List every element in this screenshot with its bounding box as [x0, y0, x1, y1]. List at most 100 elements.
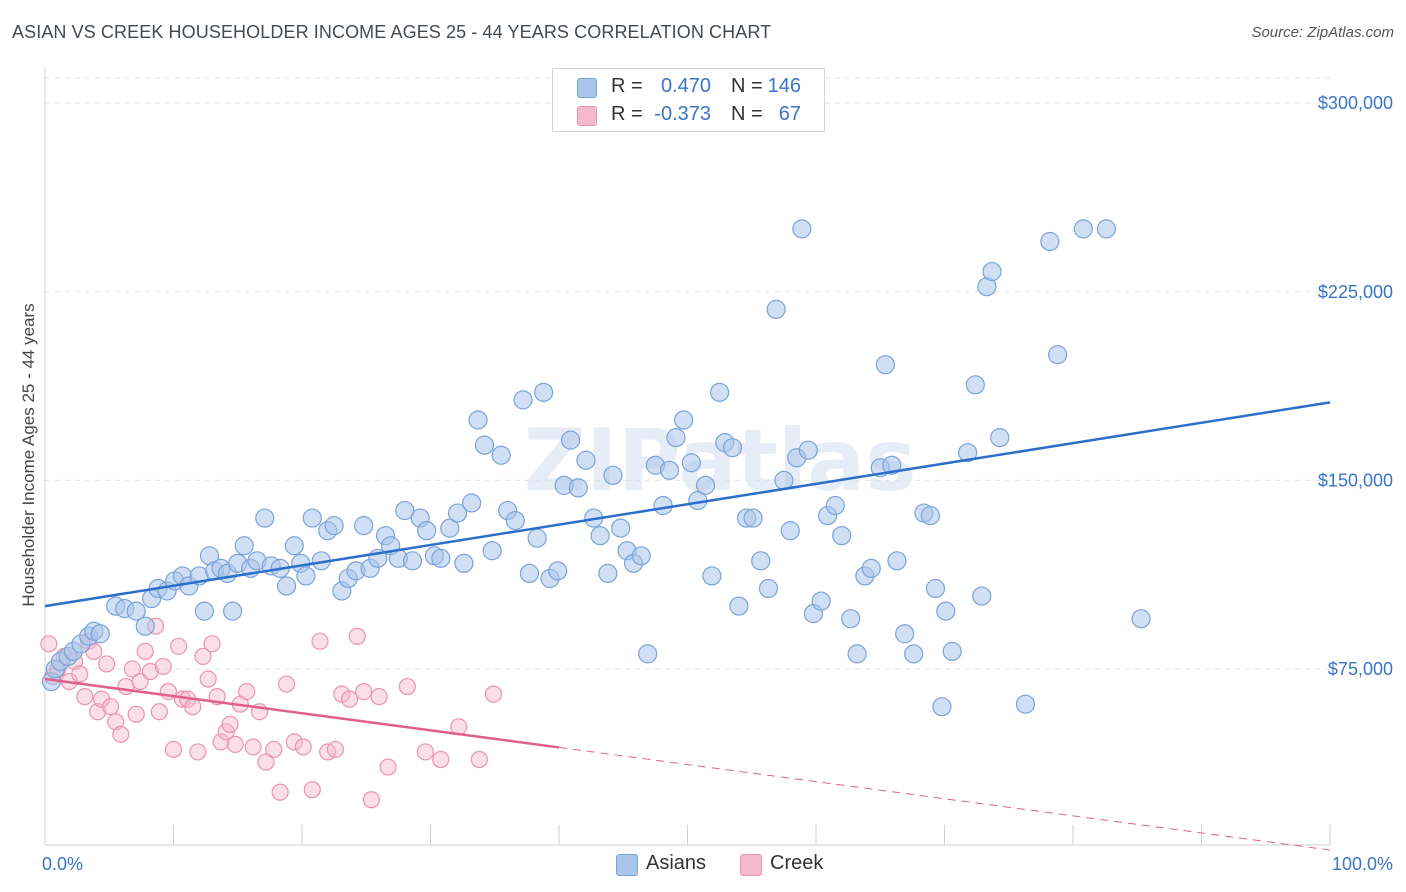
- asians-point: [527, 528, 547, 548]
- asians-legend-swatch: [616, 854, 638, 876]
- asians-point: [958, 443, 978, 463]
- asians-legend-label: Asians: [646, 852, 707, 874]
- creek-point: [398, 677, 416, 696]
- asians-point: [1096, 219, 1117, 239]
- creek-point: [141, 662, 159, 681]
- creek-point: [112, 725, 130, 743]
- creek-trend-line: [44, 677, 560, 749]
- asians-point: [284, 536, 304, 556]
- creek-point: [170, 637, 188, 655]
- creek-point: [212, 733, 230, 751]
- asians-point: [710, 382, 730, 402]
- asians-point: [729, 596, 749, 616]
- asians-point: [702, 566, 722, 586]
- n-label: N =: [731, 103, 763, 125]
- creek-point: [294, 738, 312, 756]
- asians-point: [722, 438, 743, 458]
- asians-point: [925, 578, 946, 599]
- asians-point: [431, 548, 451, 568]
- chart-title: ASIAN VS CREEK HOUSEHOLDER INCOME AGES 2…: [12, 22, 772, 42]
- creek-point: [326, 740, 345, 759]
- creek-point: [311, 632, 329, 650]
- asians-point: [982, 262, 1002, 282]
- trend-lines: [44, 401, 1331, 851]
- creek-trend-line-extension: [558, 746, 1331, 851]
- asians-point: [825, 495, 845, 516]
- creek-point: [164, 740, 183, 759]
- asians-point: [454, 553, 474, 573]
- asians-point: [638, 644, 658, 664]
- y-tick-label: $225,000: [1318, 282, 1393, 302]
- creek-point: [98, 655, 116, 673]
- n-label: N =: [731, 75, 763, 97]
- asians-point: [447, 503, 468, 523]
- creek-point: [221, 715, 239, 733]
- creek-point: [189, 743, 207, 761]
- asians-point: [598, 563, 618, 584]
- creek-point: [265, 740, 283, 759]
- axes: [44, 68, 1331, 846]
- y-tick-label: $150,000: [1318, 470, 1393, 490]
- n-value: 146: [767, 75, 801, 97]
- asians-point: [395, 500, 415, 521]
- asians-point: [631, 546, 651, 566]
- asians-point: [674, 410, 694, 430]
- asians-point: [560, 430, 581, 450]
- asians-point: [533, 382, 554, 402]
- creek-point: [76, 688, 94, 706]
- asians-point: [482, 541, 502, 561]
- creek-point: [340, 690, 359, 708]
- creek-point: [432, 750, 450, 769]
- source-label: Source: ZipAtlas.com: [1251, 24, 1394, 41]
- y-tick-label: $75,000: [1328, 659, 1393, 679]
- creek-point: [203, 635, 221, 653]
- asians-point: [681, 453, 701, 473]
- creek-point: [238, 682, 256, 701]
- asians-point: [841, 609, 861, 629]
- creek-point: [303, 781, 321, 799]
- asians-point: [611, 518, 631, 538]
- asians-point: [255, 508, 275, 528]
- asians-swatch: [577, 78, 597, 98]
- creek-point: [271, 783, 289, 801]
- asians-point: [126, 601, 146, 621]
- asians-point: [402, 551, 423, 571]
- tick-labels: $75,000 $150,000 $225,000 $300,000 0.0% 100.0…: [42, 93, 1393, 874]
- r-label: R =: [611, 75, 643, 97]
- y-axis-label: Householder Income Ages 25 - 44 years: [19, 303, 38, 606]
- asians-point: [491, 445, 511, 465]
- x-tick-label-min: 0.0%: [42, 854, 83, 874]
- legend-row-creek: R = -0.373 N = 67: [553, 101, 824, 129]
- asians-point: [936, 601, 956, 621]
- asians-point: [1131, 609, 1151, 629]
- creek-point: [194, 647, 212, 665]
- asians-point: [758, 578, 779, 599]
- asians-point: [194, 601, 214, 621]
- asians-point: [965, 375, 985, 395]
- asians-point: [1040, 231, 1060, 252]
- asians-point: [568, 478, 588, 498]
- creek-point: [150, 703, 168, 721]
- creek-point: [277, 675, 296, 693]
- creek-point: [40, 635, 58, 653]
- r-value: -0.373: [654, 103, 711, 125]
- creek-point: [101, 698, 120, 716]
- asians-point: [519, 563, 540, 584]
- creek-point: [355, 682, 373, 701]
- asians-point: [468, 410, 488, 430]
- asians-point: [695, 475, 716, 495]
- asians-point: [1047, 345, 1068, 365]
- asians-point: [932, 697, 952, 717]
- asians-point: [462, 493, 482, 513]
- asians-point: [576, 450, 596, 470]
- asians-point: [832, 526, 852, 546]
- asians-point: [296, 566, 316, 586]
- asians-point: [234, 536, 254, 556]
- asians-point: [659, 460, 680, 480]
- creek-point: [154, 657, 172, 676]
- n-value: 67: [778, 103, 801, 125]
- asians-point: [798, 440, 818, 460]
- asians-point: [972, 586, 992, 606]
- asians-point: [920, 505, 940, 526]
- creek-point: [370, 688, 388, 706]
